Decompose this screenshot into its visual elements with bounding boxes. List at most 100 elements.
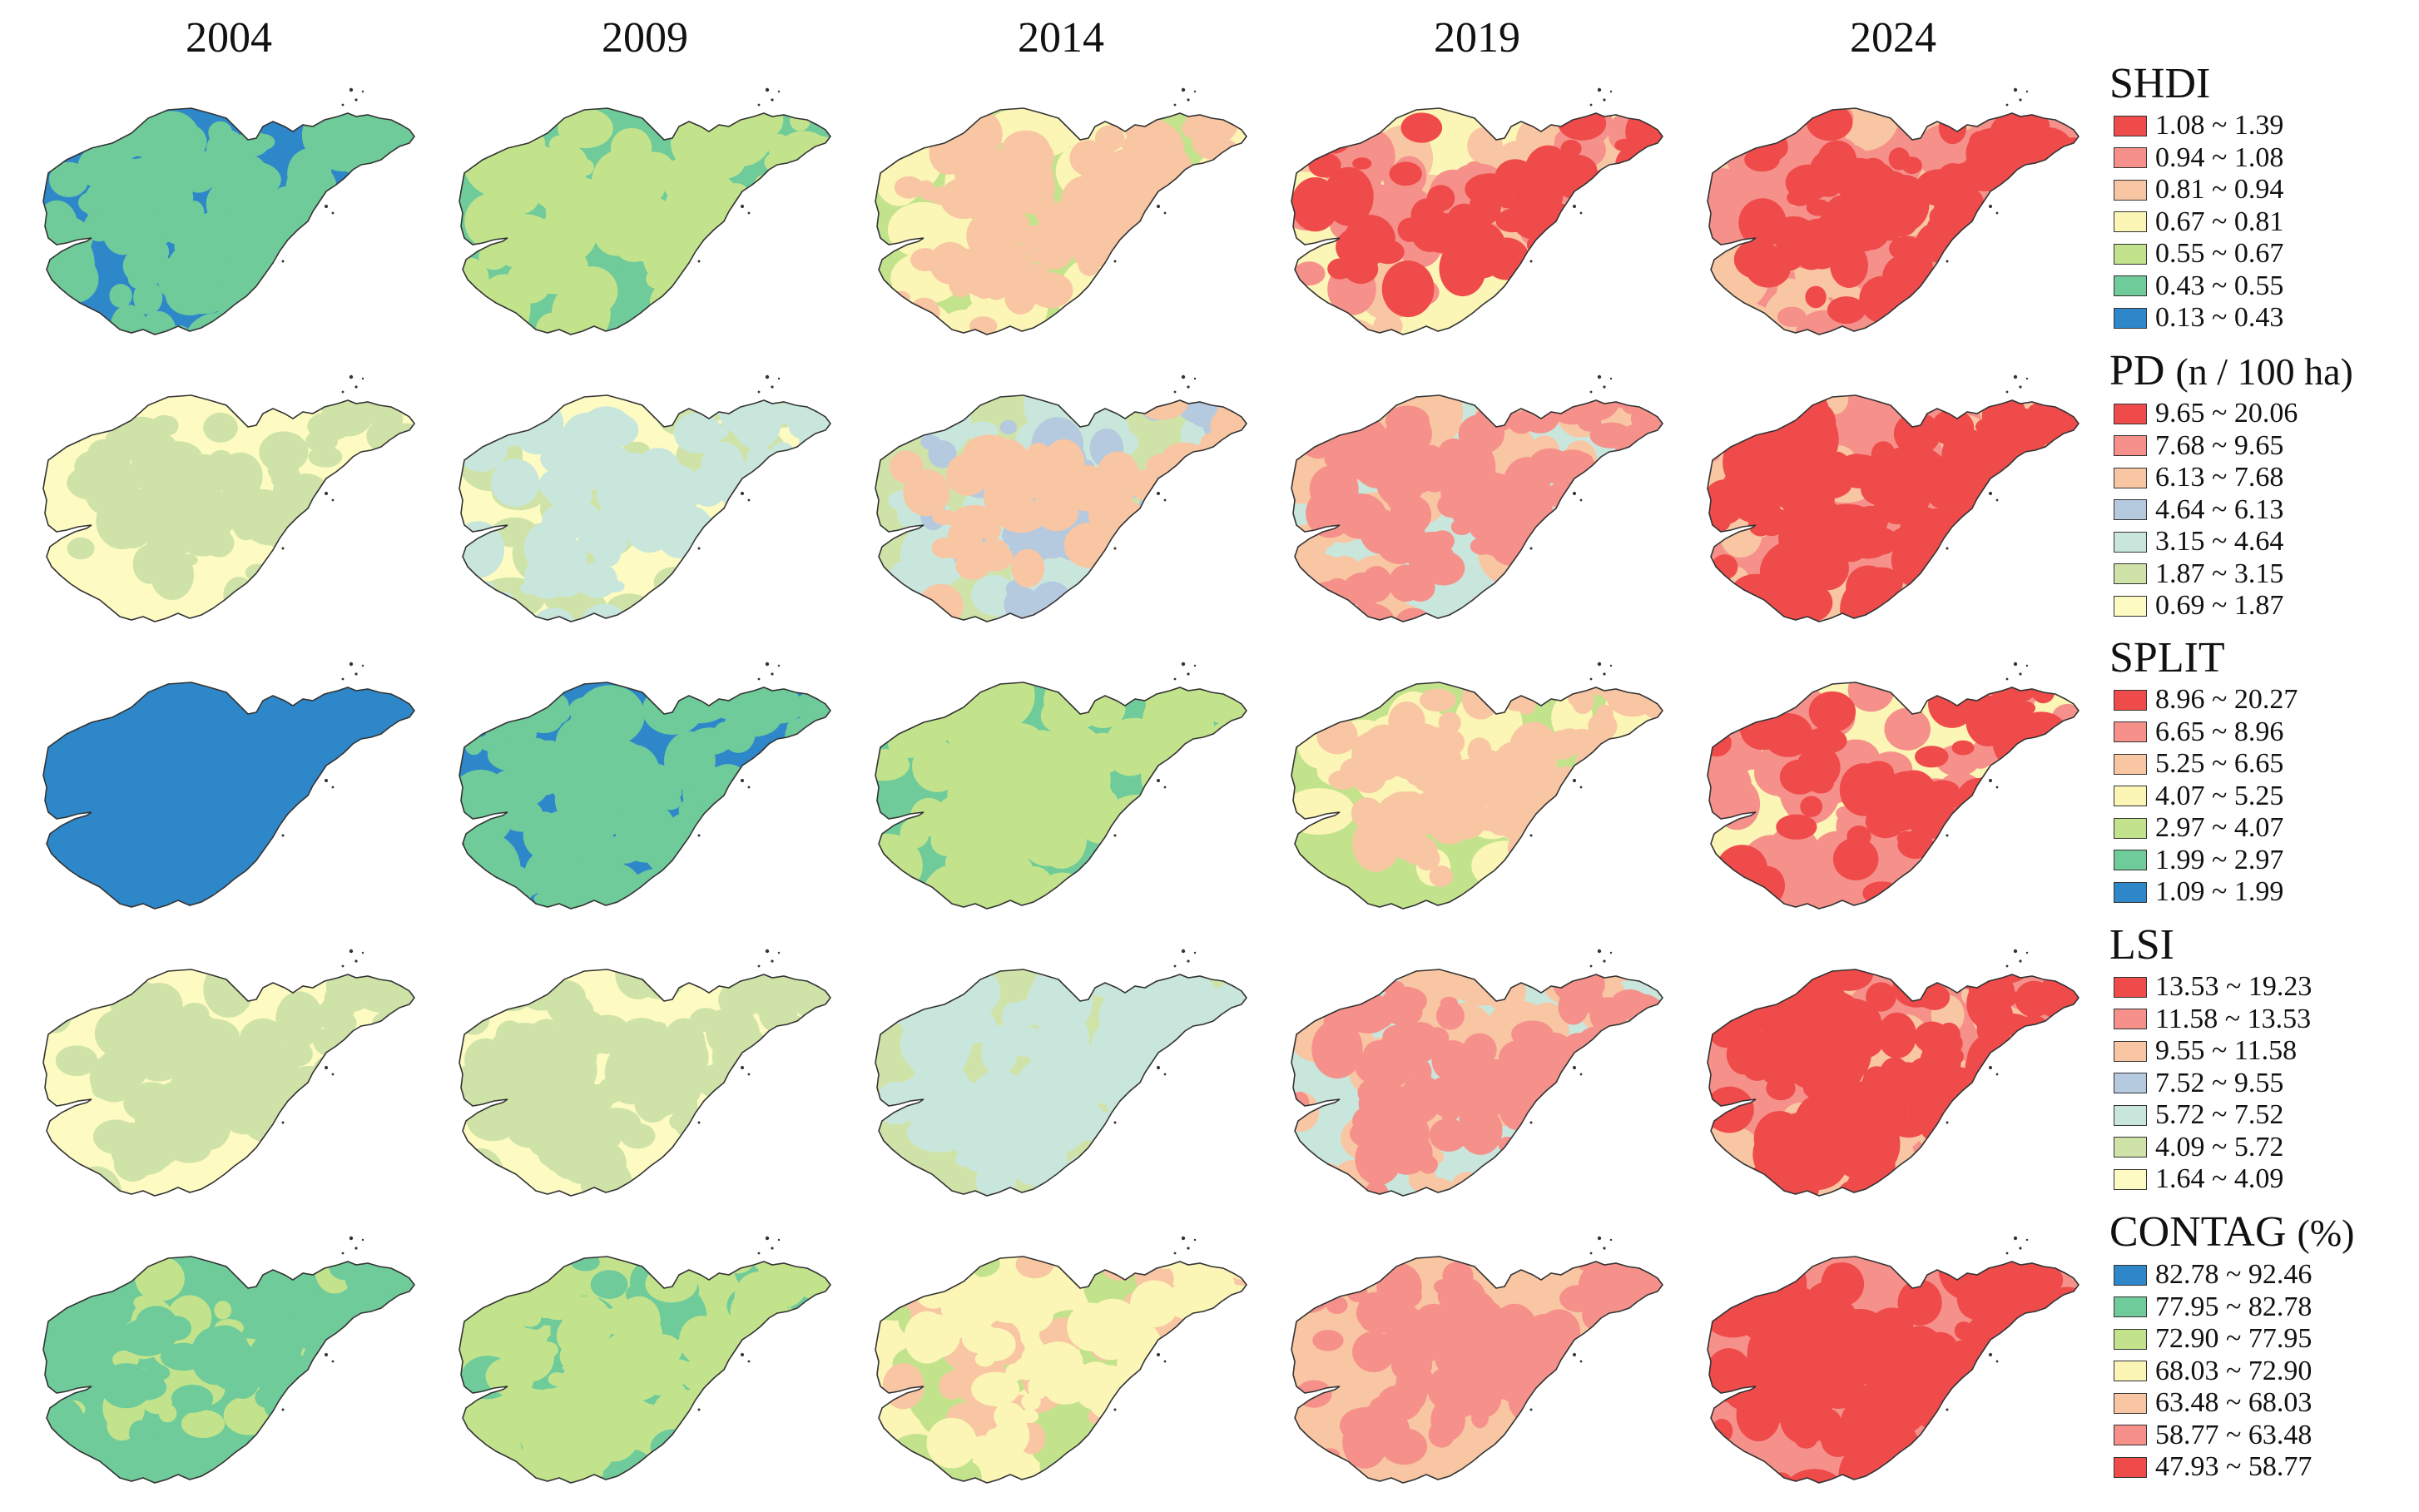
legend-swatch — [2114, 1040, 2147, 1062]
map-patch — [1956, 1458, 2010, 1483]
map-patch — [342, 1046, 409, 1123]
legend-range-label: 5.72 ~ 7.52 — [2155, 1099, 2284, 1131]
map-patch — [1077, 742, 1113, 764]
map-patch — [1130, 605, 1162, 622]
map-patch — [1761, 1057, 1794, 1086]
map-patch — [1615, 395, 1639, 399]
map-patch — [1892, 969, 1941, 1008]
island-mark — [2013, 1236, 2018, 1241]
map-patch — [1936, 174, 1970, 204]
map-patch — [1639, 847, 1663, 878]
province-outline — [875, 1256, 1247, 1484]
map-patch — [1028, 272, 1073, 309]
map-lsi-2019 — [1291, 949, 1663, 1197]
map-patch — [459, 108, 518, 140]
island-mark — [1173, 1252, 1177, 1255]
island-mark — [1193, 1238, 1197, 1242]
map-patch — [1629, 1430, 1663, 1470]
legend-pd: PD (n / 100 ha) 9.65 ~ 20.06 7.68 ~ 9.65 6.… — [2109, 345, 2417, 622]
map-patch — [109, 284, 132, 308]
map-patch — [1987, 396, 2025, 424]
map-patch — [710, 424, 729, 439]
map-patch — [614, 493, 635, 516]
map-patch — [1534, 1388, 1586, 1425]
map-patch — [681, 555, 711, 584]
legend-swatch — [2114, 1137, 2147, 1158]
island-mark — [765, 374, 770, 379]
map-patch — [230, 1444, 284, 1483]
map-patch — [890, 108, 938, 136]
map-patch — [1097, 277, 1142, 308]
map-patch — [390, 1258, 414, 1277]
map-patch — [55, 895, 95, 909]
map-patch — [791, 1361, 830, 1393]
map-patch — [924, 112, 964, 139]
map-patch — [786, 1090, 815, 1123]
map-patch — [1777, 306, 1807, 327]
map-patch — [461, 983, 495, 1011]
map-patch — [1939, 1352, 1958, 1371]
map-patch — [1366, 461, 1390, 478]
map-patch — [1472, 1063, 1514, 1108]
map-patch — [1336, 982, 1365, 1005]
map-patch — [362, 1077, 414, 1138]
legend-range-label: 63.48 ~ 68.03 — [2155, 1387, 2312, 1419]
island-mark — [697, 1408, 701, 1411]
map-patch — [687, 825, 732, 863]
map-patch — [300, 1141, 340, 1182]
legend-item: 1.87 ~ 3.15 — [2109, 558, 2417, 591]
map-patch — [380, 410, 404, 429]
island-mark — [771, 1247, 774, 1250]
island-mark — [331, 211, 335, 215]
map-patch — [1095, 850, 1138, 889]
map-patch — [1024, 395, 1089, 438]
map-patch — [775, 190, 811, 216]
map-patch — [471, 970, 527, 1012]
map-patch — [775, 286, 808, 315]
map-patch — [1160, 508, 1187, 533]
island-mark — [1187, 959, 1190, 963]
island-mark — [2019, 385, 2022, 389]
map-patch — [43, 1095, 92, 1138]
map-patch — [68, 844, 104, 870]
map-patch — [1807, 990, 1858, 1024]
map-patch — [2062, 473, 2079, 507]
map-patch — [345, 421, 364, 435]
map-patch — [63, 895, 97, 909]
island-mark — [325, 779, 328, 782]
map-patch — [1594, 174, 1620, 196]
map-patch — [543, 979, 587, 1015]
island-mark — [1609, 90, 1613, 93]
map-patch — [1149, 767, 1198, 809]
map-patch — [270, 268, 330, 308]
map-patch — [985, 280, 1008, 300]
legend-item: 1.09 ~ 1.99 — [2109, 876, 2417, 909]
map-patch — [810, 573, 830, 603]
map-patch — [1578, 1182, 1626, 1196]
legend-range-label: 7.52 ~ 9.55 — [2155, 1067, 2284, 1098]
map-patch — [622, 833, 648, 852]
map-patch — [1987, 482, 2024, 504]
map-patch — [1148, 1108, 1193, 1141]
map-patch — [321, 480, 342, 504]
map-patch — [910, 797, 948, 837]
map-patch — [1029, 812, 1071, 843]
map-patch — [372, 1153, 409, 1186]
map-patch — [1110, 1425, 1169, 1483]
map-patch — [1648, 483, 1663, 495]
map-shdi-2024 — [1707, 87, 2079, 335]
map-patch — [975, 148, 1015, 180]
map-patch — [737, 503, 763, 524]
map-patch — [1773, 543, 1794, 556]
map-patch — [1885, 198, 1920, 237]
map-patch — [505, 143, 543, 183]
map-patch — [1427, 1365, 1478, 1412]
map-patch — [1207, 194, 1247, 229]
legend-item: 6.13 ~ 7.68 — [2109, 462, 2417, 494]
map-patch — [1211, 1068, 1247, 1145]
map-patch — [487, 400, 532, 447]
legend-item: 8.96 ~ 20.27 — [2109, 684, 2417, 716]
map-patch — [488, 969, 514, 986]
map-patch — [1175, 1257, 1203, 1262]
map-patch — [1980, 1426, 2027, 1479]
